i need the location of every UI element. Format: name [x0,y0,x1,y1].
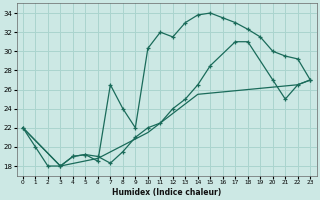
X-axis label: Humidex (Indice chaleur): Humidex (Indice chaleur) [112,188,221,197]
